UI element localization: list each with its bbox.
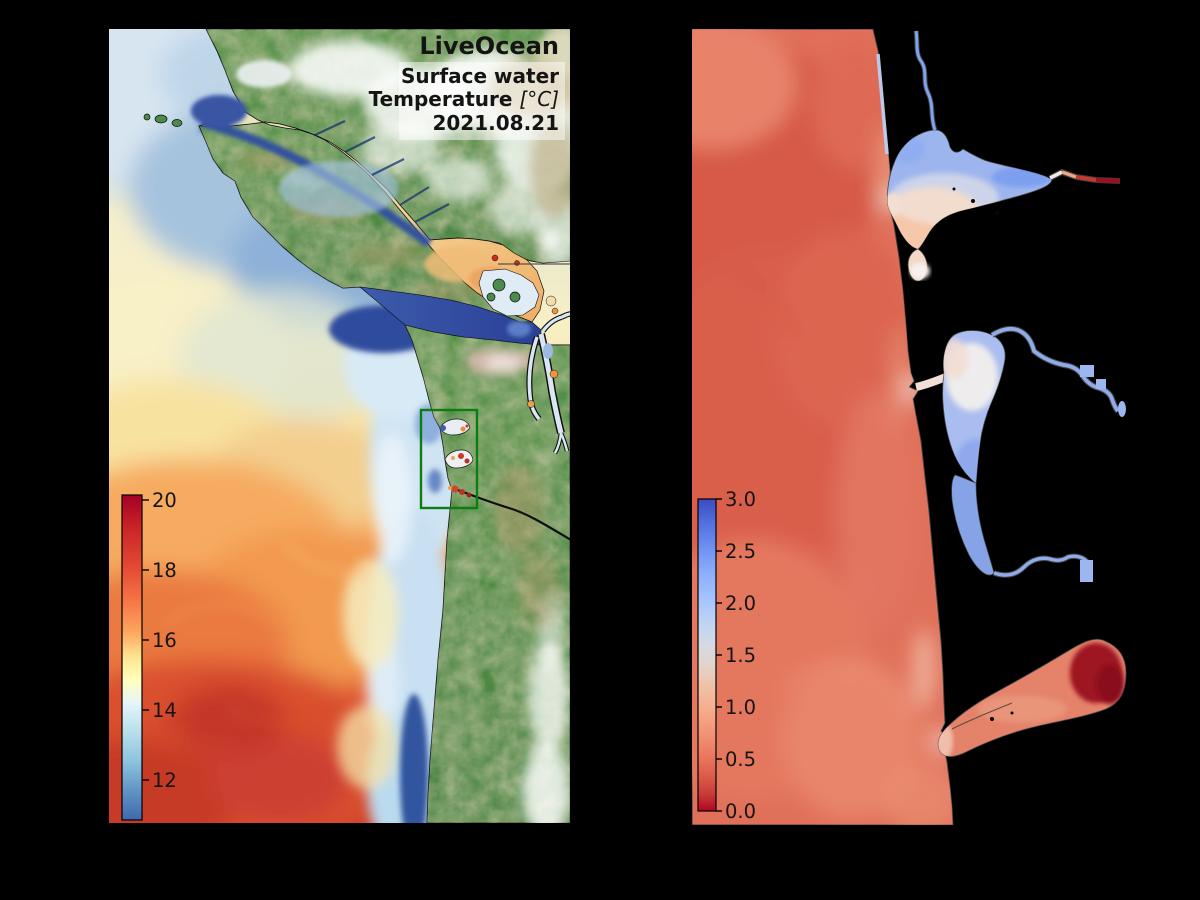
variable-unit: [°C]	[519, 87, 559, 111]
omega-tick-label: 1.5	[725, 644, 756, 667]
north-coast-cold-sliver	[876, 53, 889, 155]
omega-colorbar-gradient	[697, 498, 717, 812]
zoom-extent-box	[419, 408, 479, 510]
san-juan-islands-waters	[478, 254, 540, 317]
sst-tick-label: 12	[152, 769, 177, 792]
willapa-bay-water	[915, 325, 1126, 582]
omega-tick-label: 1.0	[725, 696, 756, 719]
sst-tick-label: 16	[152, 629, 177, 652]
omega-tick-label: 2.0	[725, 592, 756, 615]
omega-tick-label: 2.5	[725, 540, 756, 563]
sst-colorbar-ticks	[142, 499, 149, 781]
map-subtitle: Surface water	[401, 64, 559, 88]
omega-tick-label: 0.0	[725, 800, 756, 823]
omega-colorbar: 3.0 2.5 2.0 1.5 1.0 0.5 0.0	[697, 488, 756, 823]
juan-de-fuca-strait-water	[359, 286, 542, 346]
chehalis-river	[913, 30, 1121, 184]
sst-tick-label: 14	[152, 699, 177, 722]
willapa-ne-arm	[990, 325, 1126, 417]
sst-colorbar: 20 18 16 14 12	[121, 489, 177, 821]
puget-sound-channels	[526, 295, 570, 455]
sst-map-panel: 20 18 16 14 12 LiveOcean Surface water T…	[109, 29, 570, 823]
variable-name: Temperature	[369, 87, 520, 111]
grays-harbor-small	[439, 418, 471, 436]
columbia-river	[448, 485, 570, 541]
willapa-bay-small	[444, 449, 474, 469]
sst-colorbar-gradient	[121, 494, 143, 821]
bc-fjords	[314, 120, 450, 223]
omega-tick-label: 3.0	[725, 488, 756, 511]
title-block: LiveOcean Surface water Temperature [°C]…	[369, 32, 565, 140]
willapa-se-rivers	[993, 553, 1093, 582]
sst-tick-label: 20	[152, 489, 177, 512]
small-islands	[143, 113, 183, 127]
sst-tick-label: 18	[152, 559, 177, 582]
zoom-map-panel: 3.0 2.5 2.0 1.5 1.0 0.5 0.0	[692, 29, 1133, 825]
jdf-mixed-water	[507, 321, 531, 337]
upriver-low-omega	[1095, 177, 1121, 184]
omega-tick-label: 0.5	[725, 748, 756, 771]
zoom-map: 3.0 2.5 2.0 1.5 1.0 0.5 0.0	[692, 29, 1133, 825]
sst-map: 20 18 16 14 12 LiveOcean Surface water T…	[109, 29, 570, 823]
johnstone-strait-water	[191, 60, 509, 291]
brand-title: LiveOcean	[419, 32, 559, 60]
variable-title: Temperature [°C]	[369, 87, 559, 111]
omega-colorbar-ticks	[716, 498, 722, 812]
map-date: 2021.08.21	[432, 111, 559, 135]
title-background-box	[399, 62, 565, 140]
